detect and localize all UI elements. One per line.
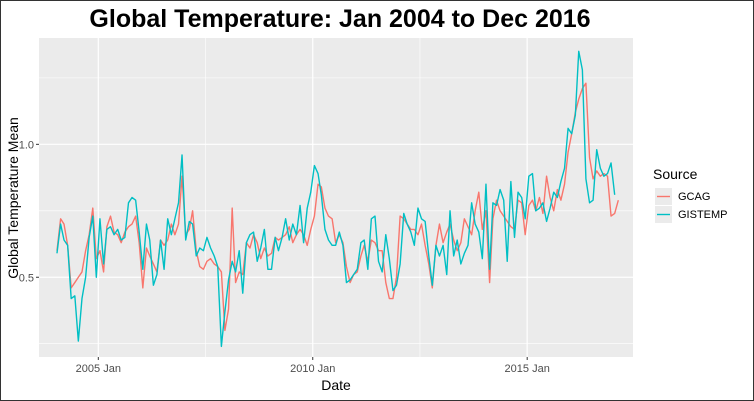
legend: Source GCAG GISTEMP <box>653 166 728 223</box>
x-tick-label: 2005 Jan <box>76 363 121 375</box>
y-tick-label: 1.0 <box>19 139 34 151</box>
legend-label-gcag: GCAG <box>678 191 710 203</box>
x-axis-title: Date <box>321 377 351 393</box>
legend-label-gistemp: GISTEMP <box>678 209 728 221</box>
y-tick-label: 0.5 <box>19 272 34 284</box>
series-lines <box>56 50 619 348</box>
chart-title: Global Temperature: Jan 2004 to Dec 2016 <box>89 5 590 33</box>
grid-lines <box>39 38 633 357</box>
x-tick-label: 2015 Jan <box>505 363 550 375</box>
legend-title: Source <box>653 166 698 182</box>
axis-ticks: 0.5 1.0 2005 Jan 2010 Jan 2015 Jan <box>19 139 550 375</box>
y-axis-title: Global Temperature Mean <box>5 117 21 279</box>
series-line-gistemp <box>56 50 616 348</box>
x-tick-label: 2010 Jan <box>290 363 335 375</box>
